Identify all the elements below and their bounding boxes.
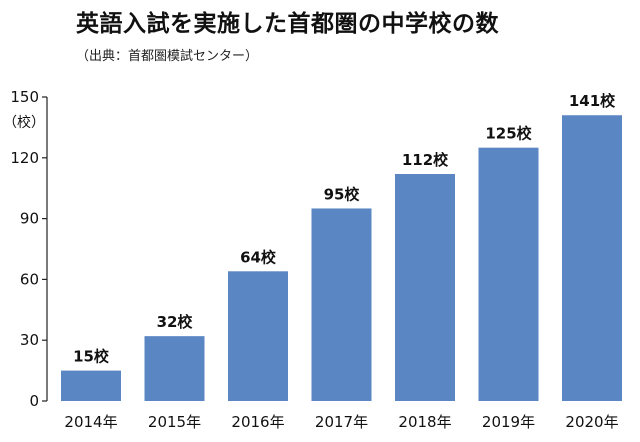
data-label: 64校 — [240, 248, 277, 266]
bar — [395, 174, 455, 401]
y-tick-label: 30 — [20, 331, 39, 349]
data-label: 112校 — [402, 151, 449, 169]
chart-title: 英語入試を実施した首都圏の中学校の数 — [76, 11, 499, 37]
data-label: 125校 — [485, 125, 532, 143]
y-tick-label: 120 — [10, 149, 39, 167]
bar — [562, 115, 622, 402]
x-tick-label: 2016年 — [231, 413, 284, 431]
x-tick-label: 2014年 — [64, 413, 117, 431]
data-label: 95校 — [324, 185, 361, 203]
data-label: 141校 — [569, 92, 616, 110]
bar — [61, 370, 121, 401]
bar — [311, 208, 372, 401]
x-tick-label: 2015年 — [148, 413, 201, 431]
y-tick-label: 0 — [29, 392, 39, 410]
x-tick-label: 2018年 — [398, 413, 451, 431]
data-label: 32校 — [157, 313, 194, 331]
y-tick-label: 60 — [20, 270, 39, 288]
bar — [478, 147, 539, 401]
chart-source: （出典：首都圏模試センター） — [76, 49, 259, 64]
x-tick-label: 2019年 — [482, 413, 535, 431]
bar — [228, 271, 288, 401]
x-tick-label: 2020年 — [565, 413, 618, 431]
bar — [144, 336, 205, 401]
y-tick-label: 90 — [20, 210, 39, 228]
y-tick-label: 150 — [10, 88, 39, 106]
y-unit-label: （校） — [3, 114, 45, 131]
data-label: 15校 — [73, 348, 110, 366]
x-tick-label: 2017年 — [315, 413, 368, 431]
